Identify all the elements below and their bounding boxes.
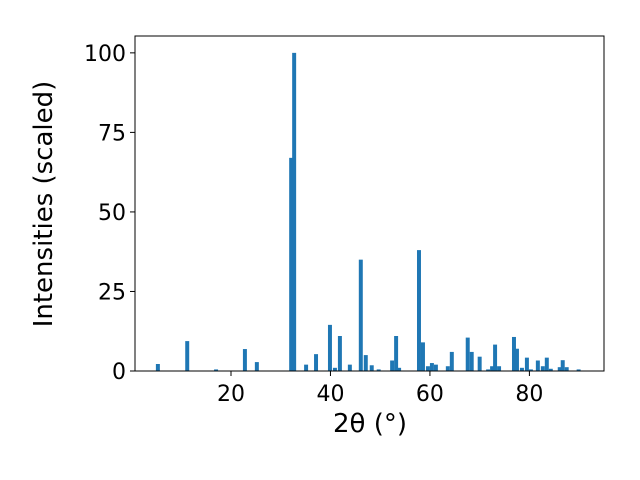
bar bbox=[449, 351, 454, 371]
x-tick-label: 60 bbox=[416, 382, 444, 407]
y-tick-label: 100 bbox=[84, 42, 126, 67]
bar bbox=[469, 351, 474, 371]
bar bbox=[429, 363, 434, 371]
x-tick-label: 80 bbox=[515, 382, 543, 407]
bar bbox=[337, 336, 342, 371]
bar bbox=[544, 357, 549, 371]
bar bbox=[254, 362, 259, 371]
bar bbox=[416, 250, 421, 371]
bar bbox=[576, 369, 581, 371]
bar bbox=[358, 259, 363, 371]
bar bbox=[214, 369, 219, 371]
bar bbox=[511, 336, 516, 371]
x-tick-label: 20 bbox=[217, 382, 245, 407]
bar bbox=[292, 52, 297, 371]
bar bbox=[289, 157, 294, 371]
bar bbox=[557, 367, 562, 371]
bar bbox=[394, 336, 399, 371]
bar bbox=[185, 341, 190, 371]
bar bbox=[535, 360, 540, 371]
bar bbox=[155, 364, 160, 371]
bar bbox=[376, 369, 381, 371]
bar bbox=[564, 367, 569, 371]
x-tick-label: 40 bbox=[316, 382, 344, 407]
bar bbox=[528, 369, 533, 371]
bar bbox=[477, 356, 482, 371]
bar bbox=[304, 364, 309, 371]
bar bbox=[524, 357, 529, 371]
plot-frame bbox=[134, 35, 605, 372]
bar bbox=[332, 367, 337, 371]
y-tick-label: 25 bbox=[98, 280, 126, 305]
bar bbox=[425, 366, 430, 371]
y-tick-label: 0 bbox=[112, 360, 126, 385]
y-tick-label: 50 bbox=[98, 201, 126, 226]
bar bbox=[397, 367, 402, 371]
x-axis-label: 2θ (°) bbox=[333, 409, 407, 439]
bar bbox=[314, 354, 319, 371]
bar bbox=[540, 366, 545, 371]
bar bbox=[493, 344, 498, 371]
bar bbox=[433, 364, 438, 371]
bar bbox=[486, 369, 491, 371]
bar bbox=[519, 367, 524, 371]
bar bbox=[420, 342, 425, 371]
bar bbox=[560, 360, 565, 371]
bar bbox=[347, 364, 352, 371]
y-tick-label: 75 bbox=[98, 121, 126, 146]
bar bbox=[445, 366, 450, 371]
bar bbox=[369, 365, 374, 371]
bar bbox=[390, 360, 395, 371]
bar bbox=[490, 366, 495, 371]
bar bbox=[363, 355, 368, 371]
bar bbox=[548, 368, 553, 371]
bar bbox=[242, 349, 247, 371]
bar bbox=[327, 324, 332, 371]
y-axis-label: Intensities (scaled) bbox=[29, 81, 59, 328]
bar bbox=[465, 337, 470, 371]
bar bbox=[514, 348, 519, 371]
bar bbox=[497, 366, 502, 371]
